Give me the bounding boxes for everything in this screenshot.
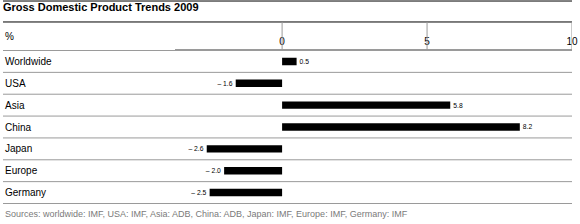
svg-text:10: 10 [566,36,578,47]
svg-text:8.2: 8.2 [523,123,533,130]
svg-text:China: China [5,122,32,133]
svg-text:Japan: Japan [5,143,32,154]
svg-text:Germany: Germany [5,187,46,198]
svg-text:USA: USA [5,78,26,89]
svg-text:– 2.5: – 2.5 [191,189,206,196]
svg-text:– 2.0: – 2.0 [206,167,221,174]
svg-text:Gross Domestic Product Trends: Gross Domestic Product Trends 2009 [3,1,199,13]
svg-text:5: 5 [424,36,430,47]
svg-text:0.5: 0.5 [300,58,310,65]
svg-text:– 2.6: – 2.6 [188,145,203,152]
svg-text:Europe: Europe [5,165,38,176]
svg-text:0: 0 [279,36,285,47]
svg-text:%: % [5,31,14,42]
svg-text:Asia: Asia [5,100,25,111]
svg-text:Worldwide: Worldwide [5,56,52,67]
svg-text:5.8: 5.8 [453,102,463,109]
svg-text:Sources: worldwide: IMF, USA:: Sources: worldwide: IMF, USA: IMF, Asia:… [5,209,408,219]
svg-text:– 1.6: – 1.6 [217,80,232,87]
